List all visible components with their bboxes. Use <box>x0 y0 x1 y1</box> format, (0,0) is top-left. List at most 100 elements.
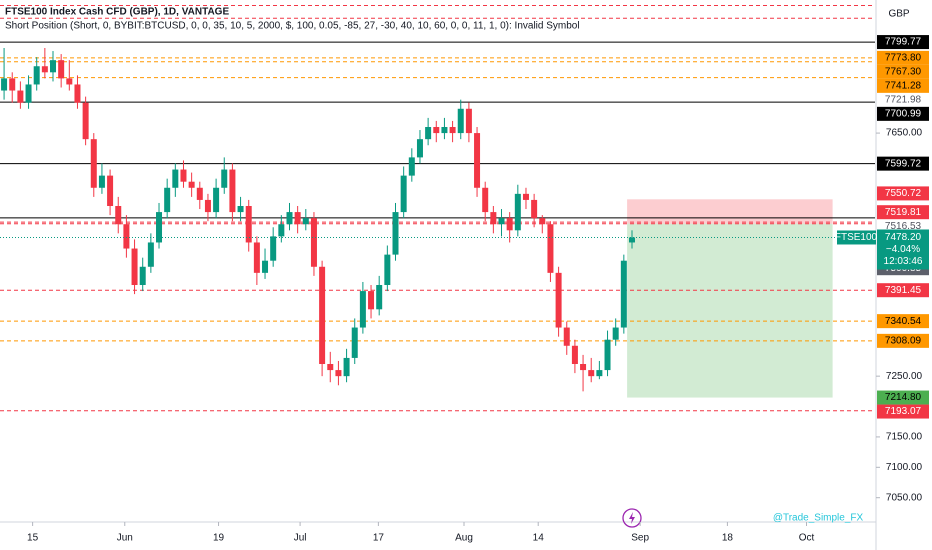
price-label: 7599.72 <box>885 158 922 169</box>
x-tick-label: 14 <box>533 533 545 544</box>
candle-body <box>612 327 619 340</box>
last-price: 7478.20 <box>885 232 922 243</box>
y-tick-label: 7100.00 <box>886 462 923 473</box>
candle-body <box>58 60 65 79</box>
candle-body <box>213 187 220 213</box>
candle-body <box>457 108 464 134</box>
price-label: 7391.45 <box>885 285 922 296</box>
candle-body <box>270 236 277 261</box>
x-tick-label: 18 <box>722 533 734 544</box>
price-label: 7767.30 <box>885 66 922 77</box>
x-tick-label: 17 <box>373 533 385 544</box>
candle-body <box>376 285 383 310</box>
price-label: 7193.07 <box>885 406 922 417</box>
candle-body <box>196 187 203 200</box>
candle-body <box>123 224 130 249</box>
candle-body <box>482 187 489 213</box>
candle-body <box>522 193 529 200</box>
candle-body <box>115 206 122 225</box>
price-label: 7799.77 <box>885 37 922 48</box>
candle-body <box>474 133 481 188</box>
chart-title: FTSE100 Index Cash CFD (GBP), 1D, VANTAG… <box>5 7 229 18</box>
candle-body <box>547 224 554 273</box>
candle-body <box>90 139 97 188</box>
price-label: 7214.80 <box>885 392 922 403</box>
countdown: 12:03:46 <box>884 256 923 267</box>
candle-body <box>253 242 260 273</box>
candle-body <box>9 78 16 91</box>
candle-body <box>571 345 578 365</box>
price-label: 7519.81 <box>885 207 922 218</box>
candle-body <box>66 78 73 85</box>
candle-body <box>302 218 309 225</box>
price-label: 7773.80 <box>885 52 922 63</box>
candle-body <box>294 212 301 225</box>
candle-body <box>25 84 32 103</box>
candle-body <box>580 364 587 371</box>
candle-body <box>596 370 603 377</box>
x-tick-label: 19 <box>213 533 225 544</box>
candle-body <box>408 157 415 176</box>
position-reward <box>627 223 833 398</box>
candle-body <box>384 254 391 286</box>
price-label-bg <box>877 50 929 65</box>
candle-body <box>514 193 521 231</box>
x-tick-label: Jun <box>117 533 133 544</box>
y-tick-label: 7650.00 <box>886 128 923 139</box>
candle-body <box>449 127 456 134</box>
candle-body <box>425 127 432 140</box>
currency: GBP <box>888 9 909 20</box>
price-label: 7700.99 <box>885 108 922 119</box>
candle-body <box>555 272 562 328</box>
candle-body <box>604 339 611 371</box>
price-label-bg <box>877 156 929 171</box>
price-label-bg <box>877 106 929 121</box>
candle-body <box>237 206 244 213</box>
candle-body <box>245 206 252 243</box>
price-label-bg <box>877 205 929 220</box>
symbol-tag-text: FTSE100 <box>835 232 878 243</box>
candle-body <box>131 248 138 286</box>
price-label-bg <box>877 390 929 405</box>
price-label: 7340.54 <box>885 316 922 327</box>
indicator-status: Short Position (Short, 0, BYBIT:BTCUSD, … <box>5 21 580 32</box>
candle-body <box>33 66 40 85</box>
candle-body <box>506 218 513 231</box>
candle-body <box>490 212 497 225</box>
candle-body <box>416 139 423 158</box>
last-price-box <box>877 229 929 270</box>
candle-body <box>441 127 448 134</box>
x-tick-label: Aug <box>455 533 473 544</box>
candle-body <box>156 212 163 243</box>
candle-body <box>172 169 179 188</box>
candle-body <box>620 260 627 328</box>
candle-body <box>628 237 635 243</box>
y-tick-label: 7050.00 <box>886 492 923 503</box>
price-label: 7550.72 <box>885 188 922 199</box>
events-icon[interactable] <box>622 508 642 528</box>
x-tick-label: Jul <box>294 533 307 544</box>
candle-body <box>327 364 334 371</box>
candle-body <box>310 218 317 267</box>
price-label: 7741.28 <box>885 80 922 91</box>
candle-body <box>180 169 187 182</box>
candle-body <box>278 224 285 237</box>
candle-body <box>204 199 211 213</box>
price-label: 7308.09 <box>885 335 922 346</box>
candle-body <box>465 108 472 134</box>
candle-body <box>588 370 595 377</box>
candle-body <box>368 291 375 310</box>
candle-body <box>343 357 350 377</box>
price-label: 7516.53 <box>885 221 922 232</box>
price-label-bg <box>877 314 929 329</box>
candle-body <box>1 78 8 91</box>
y-tick-label: 7250.00 <box>886 371 923 382</box>
symbol-tag <box>837 230 876 245</box>
candle-body <box>107 175 114 207</box>
price-label-bg <box>877 404 929 419</box>
candle-body <box>531 199 538 219</box>
price-label-bg <box>877 64 929 79</box>
